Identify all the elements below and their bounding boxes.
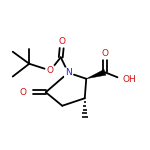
Text: O: O [59,38,66,46]
Text: N: N [65,68,72,77]
Polygon shape [86,69,106,79]
Text: OH: OH [123,75,137,84]
Text: O: O [47,66,54,75]
Text: O: O [20,88,27,97]
Text: O: O [102,50,108,58]
